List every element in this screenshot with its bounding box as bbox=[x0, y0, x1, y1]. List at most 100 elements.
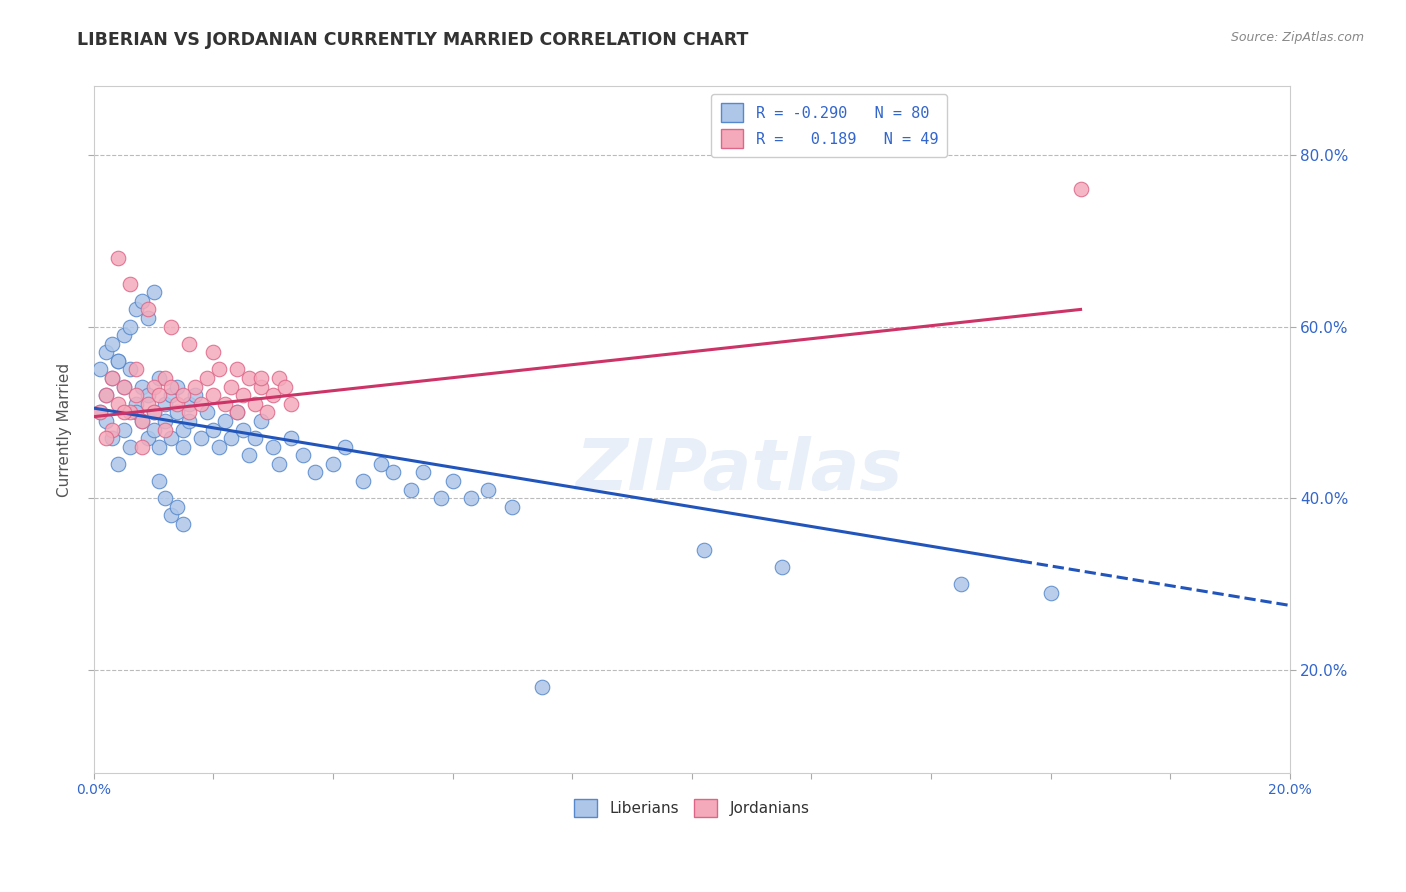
Point bbox=[142, 423, 165, 437]
Point bbox=[304, 466, 326, 480]
Point bbox=[226, 405, 249, 419]
Point bbox=[195, 405, 218, 419]
Point bbox=[136, 311, 159, 326]
Point bbox=[274, 379, 297, 393]
Point bbox=[136, 302, 159, 317]
Point bbox=[770, 559, 793, 574]
Text: Source: ZipAtlas.com: Source: ZipAtlas.com bbox=[1230, 31, 1364, 45]
Point bbox=[155, 423, 177, 437]
Point bbox=[172, 440, 194, 454]
Point bbox=[124, 397, 146, 411]
Point bbox=[155, 491, 177, 506]
Point bbox=[148, 440, 170, 454]
Point bbox=[172, 516, 194, 531]
Point bbox=[1039, 585, 1062, 599]
Point bbox=[131, 414, 153, 428]
Point bbox=[94, 414, 117, 428]
Point bbox=[89, 405, 111, 419]
Point bbox=[142, 405, 165, 419]
Point bbox=[219, 431, 242, 445]
Point bbox=[238, 448, 260, 462]
Point bbox=[190, 397, 212, 411]
Legend: Liberians, Jordanians: Liberians, Jordanians bbox=[568, 793, 815, 823]
Point bbox=[208, 440, 231, 454]
Point bbox=[460, 491, 482, 506]
Point bbox=[256, 405, 278, 419]
Point bbox=[219, 379, 242, 393]
Point bbox=[107, 251, 129, 265]
Point bbox=[118, 440, 141, 454]
Point bbox=[107, 354, 129, 368]
Point bbox=[112, 328, 135, 343]
Point bbox=[250, 414, 273, 428]
Point bbox=[1070, 182, 1092, 196]
Point bbox=[131, 414, 153, 428]
Point bbox=[160, 431, 183, 445]
Point bbox=[226, 405, 249, 419]
Point bbox=[333, 440, 356, 454]
Point bbox=[179, 414, 201, 428]
Point bbox=[112, 379, 135, 393]
Point bbox=[208, 362, 231, 376]
Point bbox=[160, 508, 183, 523]
Point bbox=[184, 379, 207, 393]
Point bbox=[100, 371, 122, 385]
Point bbox=[949, 577, 972, 591]
Point bbox=[693, 542, 716, 557]
Point bbox=[118, 277, 141, 291]
Point bbox=[292, 448, 315, 462]
Point bbox=[190, 431, 212, 445]
Point bbox=[89, 362, 111, 376]
Point bbox=[124, 405, 146, 419]
Text: ZIPatlas: ZIPatlas bbox=[576, 436, 903, 505]
Point bbox=[269, 371, 291, 385]
Y-axis label: Currently Married: Currently Married bbox=[58, 362, 72, 497]
Point bbox=[136, 397, 159, 411]
Point bbox=[124, 388, 146, 402]
Point bbox=[107, 397, 129, 411]
Point bbox=[155, 397, 177, 411]
Point bbox=[184, 388, 207, 402]
Point bbox=[202, 345, 225, 359]
Point bbox=[179, 397, 201, 411]
Point bbox=[166, 405, 188, 419]
Text: LIBERIAN VS JORDANIAN CURRENTLY MARRIED CORRELATION CHART: LIBERIAN VS JORDANIAN CURRENTLY MARRIED … bbox=[77, 31, 749, 49]
Point bbox=[136, 431, 159, 445]
Point bbox=[202, 388, 225, 402]
Point bbox=[262, 440, 284, 454]
Point bbox=[142, 405, 165, 419]
Point bbox=[172, 423, 194, 437]
Point bbox=[155, 371, 177, 385]
Point bbox=[131, 379, 153, 393]
Point bbox=[148, 371, 170, 385]
Point bbox=[202, 423, 225, 437]
Point bbox=[131, 440, 153, 454]
Point bbox=[124, 362, 146, 376]
Point bbox=[370, 457, 392, 471]
Point bbox=[100, 336, 122, 351]
Point bbox=[172, 388, 194, 402]
Point bbox=[118, 319, 141, 334]
Point bbox=[142, 379, 165, 393]
Point bbox=[160, 388, 183, 402]
Point bbox=[214, 397, 236, 411]
Point bbox=[142, 285, 165, 300]
Point bbox=[100, 371, 122, 385]
Point bbox=[250, 371, 273, 385]
Point bbox=[148, 474, 170, 488]
Point bbox=[441, 474, 464, 488]
Point bbox=[412, 466, 434, 480]
Point bbox=[100, 431, 122, 445]
Point bbox=[166, 379, 188, 393]
Point bbox=[269, 457, 291, 471]
Point bbox=[381, 466, 404, 480]
Point bbox=[112, 423, 135, 437]
Point bbox=[112, 379, 135, 393]
Point bbox=[245, 431, 267, 445]
Point bbox=[160, 319, 183, 334]
Point bbox=[112, 405, 135, 419]
Point bbox=[352, 474, 374, 488]
Point bbox=[107, 354, 129, 368]
Point bbox=[232, 423, 254, 437]
Point bbox=[179, 336, 201, 351]
